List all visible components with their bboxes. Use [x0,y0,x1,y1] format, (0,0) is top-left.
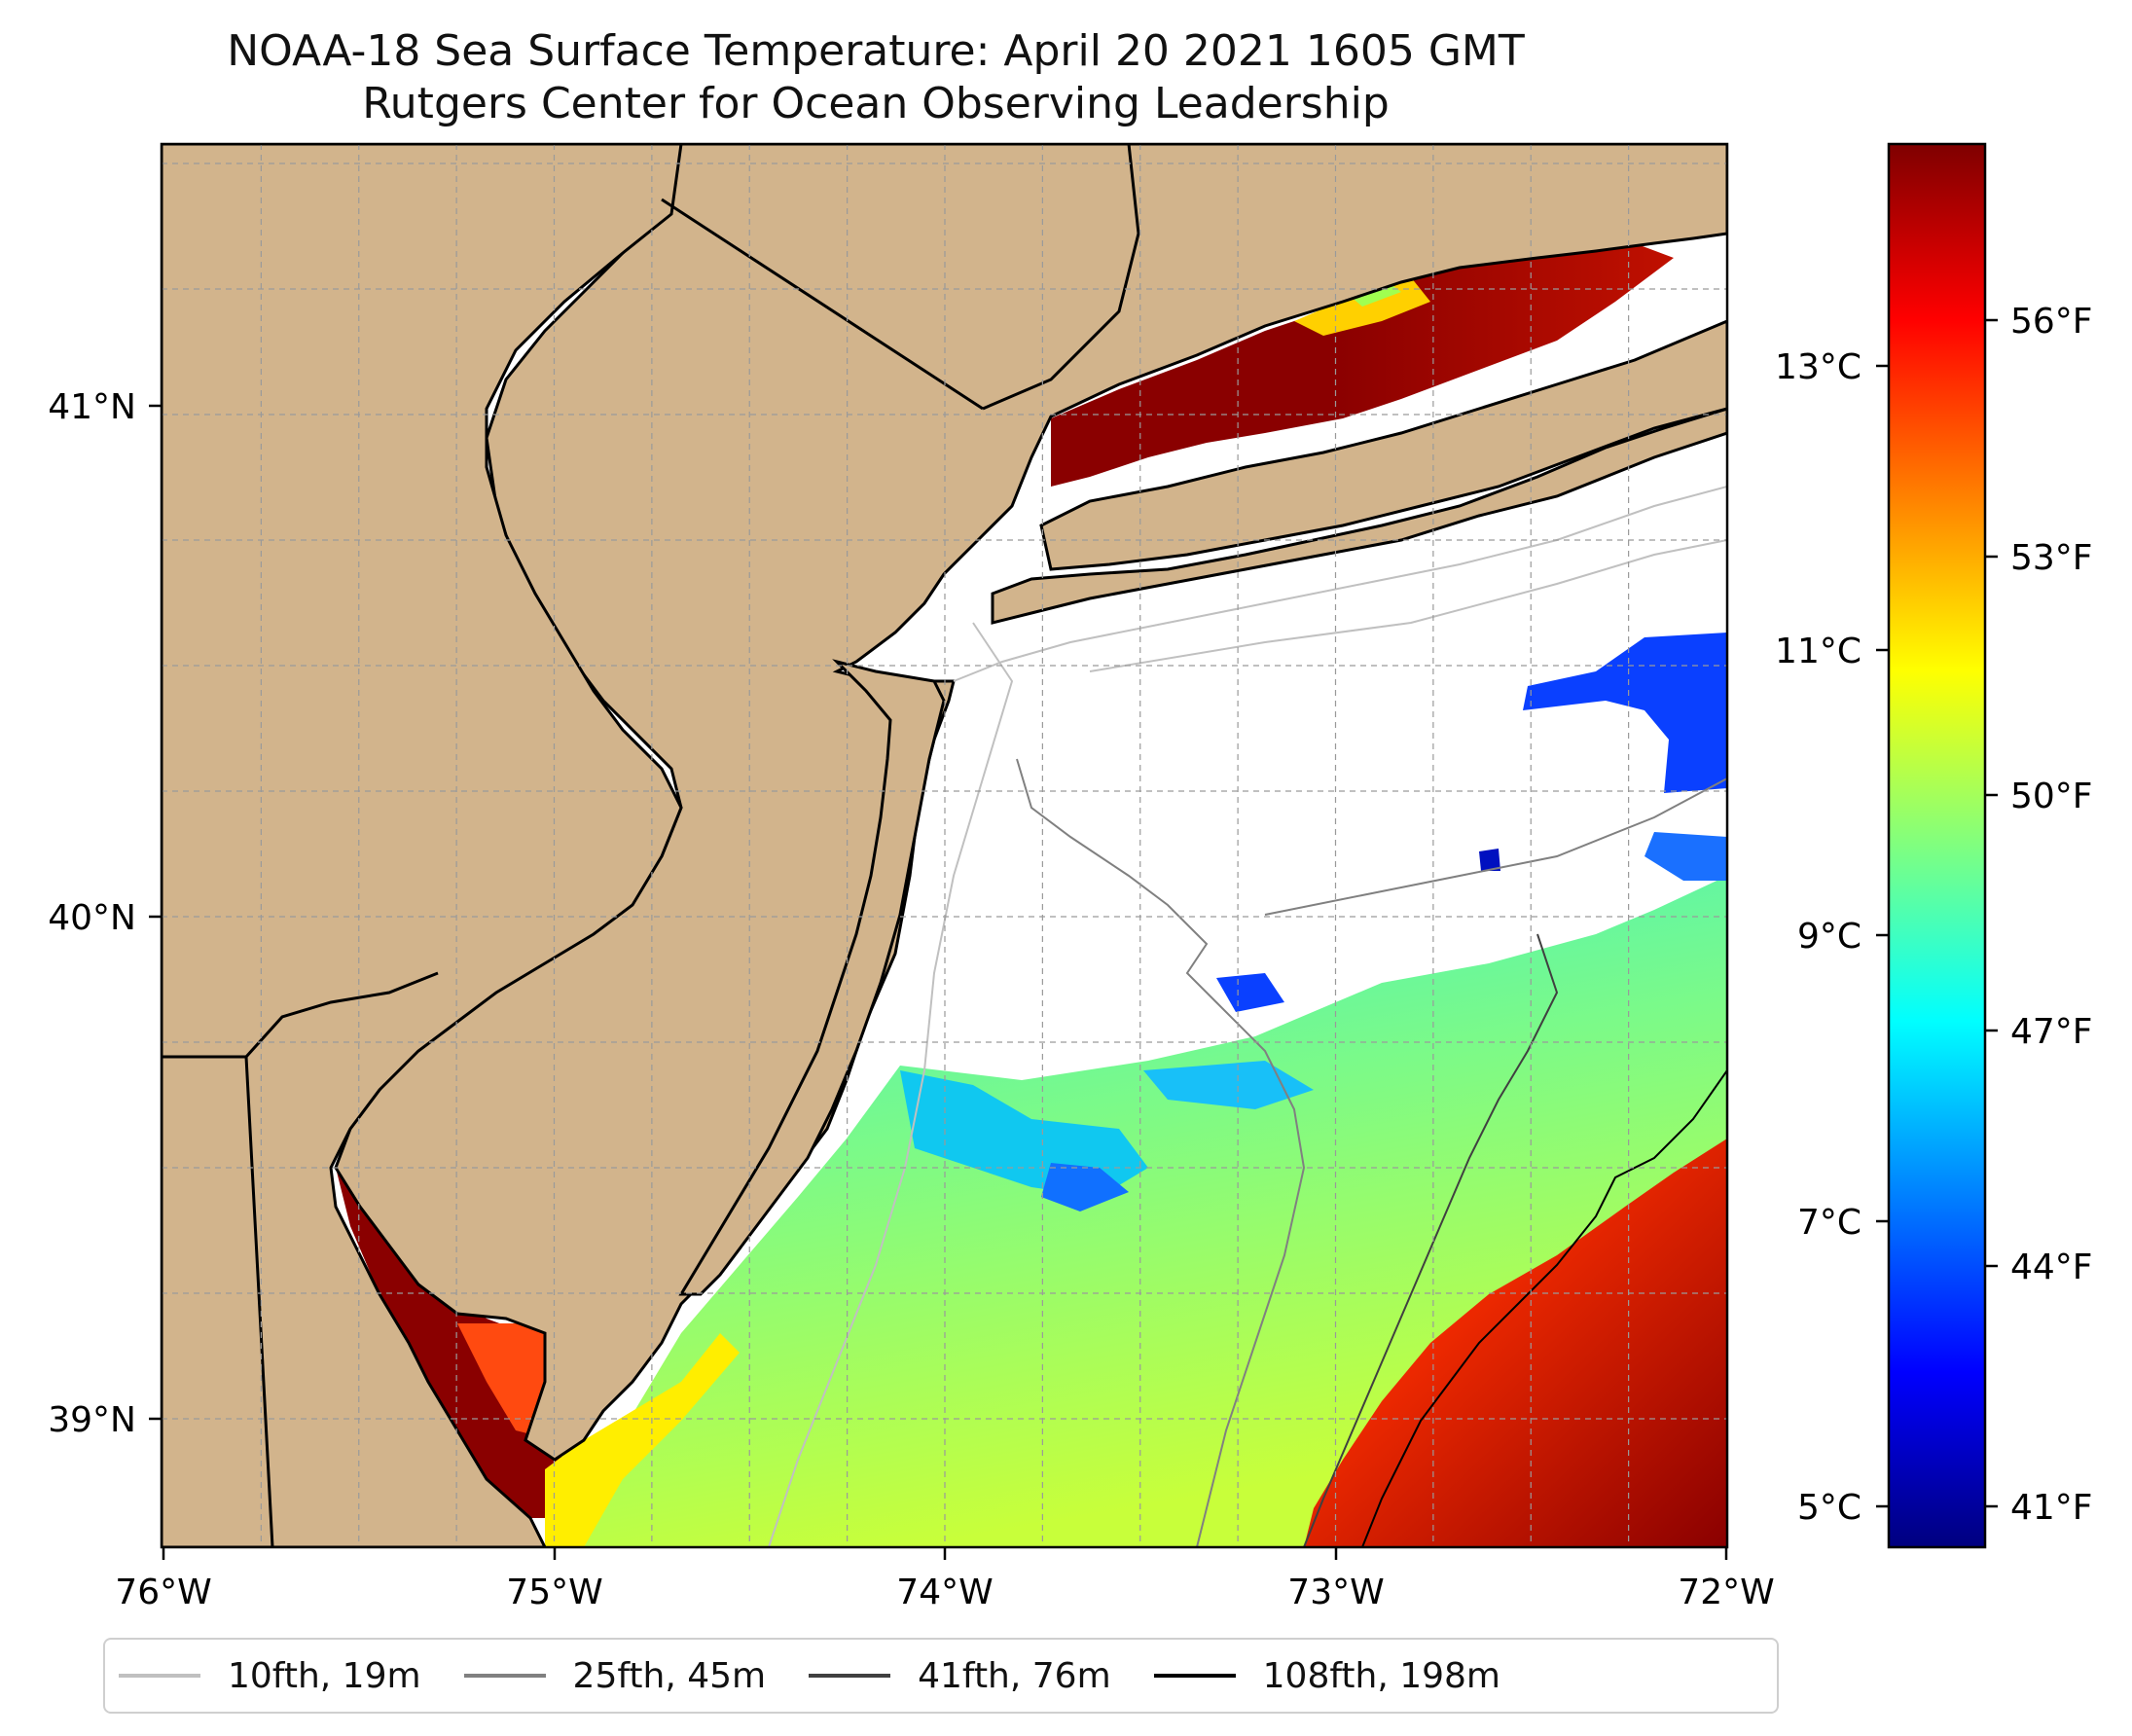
legend: 10fth, 19m 25fth, 45m 41fth, 76m 108fth,… [103,1638,1779,1714]
y-tick-label: 39°N [48,1400,136,1440]
sst-cool-patch [1644,832,1727,881]
c-tick-label: 5°C [1797,1488,1861,1528]
sst-cool-patch [1041,1163,1129,1212]
colorbar [1887,142,1987,1549]
f-tick-label: 53°F [2010,538,2093,578]
contour-19m [1089,539,1727,672]
c-tick-label: 9°C [1797,917,1861,957]
contour-19m [768,622,1014,1547]
y-tick-label: 41°N [48,387,136,427]
state-borders [162,144,1140,1547]
grid-lines [162,144,1727,1547]
sst-cool-patch [1479,849,1500,871]
contour-45m [1016,758,1306,1547]
land-nj-barrier [678,659,946,1296]
x-tick-label: 73°W [1287,1573,1384,1612]
f-tick-label: 41°F [2010,1488,2093,1528]
contour-19m [953,486,1727,682]
sst-cool-patch [900,1070,1148,1197]
contour-45m [1264,778,1727,916]
land-long-island [991,407,1727,625]
x-tick-label: 76°W [115,1573,211,1612]
sst-long-island-sound [1051,243,1674,487]
sst-cool-patch [1216,973,1284,1012]
contour-76m [1303,933,1559,1547]
legend-item: 108fth, 198m [1153,1655,1500,1696]
x-tick-label: 72°W [1678,1573,1774,1612]
f-tick-label: 44°F [2010,1248,2093,1287]
legend-label: 10fth, 19m [228,1655,421,1696]
land-southwest [162,144,683,1547]
colorbar-celsius-axis: 5°C 7°C 9°C 11°C 13°C [1775,347,1889,1528]
sst-warm-water [1304,1139,1727,1547]
legend-item: 41fth, 76m [809,1656,1111,1696]
depth-contours [768,486,1727,1547]
land-mainland [162,144,1727,1462]
legend-label: 25fth, 45m [572,1655,767,1696]
colorbar-fahrenheit-axis: 41°F 44°F 47°F 50°F 53°F 56°F [1985,302,2093,1528]
c-tick-label: 11°C [1775,632,1861,671]
sst-coastal-warm [545,1333,740,1547]
x-tick-label: 75°W [506,1573,602,1612]
chart-title: NOAA-18 Sea Surface Temperature: April 2… [227,26,1525,76]
f-tick-label: 47°F [2010,1012,2093,1052]
contour-198m [1361,1069,1727,1547]
f-tick-label: 50°F [2010,777,2093,816]
legend-label: 41fth, 76m [918,1655,1111,1696]
legend-item: 10fth, 19m [119,1656,421,1696]
c-tick-label: 7°C [1797,1203,1861,1243]
legend-line-swatch [809,1674,891,1678]
legend-line-swatch [463,1674,546,1678]
chart-subtitle: Rutgers Center for Ocean Observing Leade… [362,79,1390,128]
legend-item: 25fth, 45m [463,1655,767,1696]
land-long-island-north-shore [1039,319,1727,571]
f-tick-label: 56°F [2010,302,2093,342]
legend-label: 108fth, 198m [1262,1655,1500,1696]
c-tick-label: 13°C [1775,347,1861,387]
sst-cool-patch [1523,633,1727,793]
legend-line-swatch [119,1674,200,1678]
sst-cool-patch [1143,1061,1314,1109]
y-axis: 39°N 40°N 41°N [48,387,162,1440]
x-axis: 76°W 75°W 74°W 73°W 72°W [115,1547,1775,1612]
legend-line-swatch [1153,1674,1236,1678]
x-tick-label: 74°W [896,1573,993,1612]
y-tick-label: 40°N [48,898,136,938]
